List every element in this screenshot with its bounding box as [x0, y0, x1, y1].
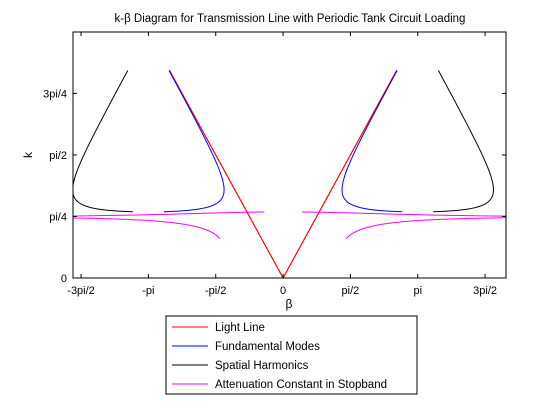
x-tick-label-5: pi: [413, 285, 422, 297]
fundamental-mode-neg-0: [163, 70, 225, 213]
y-tick-label-3: 3pi/4: [43, 88, 67, 100]
legend: Light Line Fundamental Modes Spatial Har…: [165, 315, 418, 395]
x-tick-label-2: -pi/2: [205, 285, 226, 297]
legend-label-spatial-harmonics: Spatial Harmonics: [215, 360, 309, 372]
y-tick-label-0: 0: [61, 273, 67, 285]
attenuation-pos: [302, 211, 506, 239]
fundamental-mode-pos-0: [341, 70, 403, 213]
x-tick-label-0: -3pi/2: [67, 285, 95, 297]
legend-label-fundamental-modes: Fundamental Modes: [215, 341, 320, 353]
x-tick-label-3: 0: [280, 285, 286, 297]
ticks-group: -3pi/2 -pi -pi/2 0 pi/2 pi 3pi/2 0 pi/4 pi/2 3pi/4: [43, 32, 506, 297]
legend-label-attenuation: Attenuation Constant in Stopband: [215, 379, 387, 391]
x-tick-label-6: 3pi/2: [473, 285, 497, 297]
y-tick-label-1: pi/4: [49, 211, 67, 223]
legend-label-light-line: Light Line: [215, 322, 265, 334]
y-tick-label-2: pi/2: [49, 150, 67, 162]
x-axis-label: β: [286, 297, 293, 311]
spatial-harmonic-2-b-0: [433, 70, 494, 213]
light-line-trace: [169, 70, 398, 278]
legend-box: [165, 315, 418, 395]
spatial-harmonic--2-a-0: [73, 70, 133, 213]
attenuation-neg: [73, 211, 265, 239]
x-tick-label-1: -pi: [142, 285, 154, 297]
plot-area: [73, 32, 506, 278]
y-axis-label: k: [21, 151, 35, 158]
x-tick-label-4: pi/2: [342, 285, 360, 297]
chart-title: k-β Diagram for Transmission Line with P…: [115, 13, 466, 25]
curves-group: [73, 70, 506, 278]
